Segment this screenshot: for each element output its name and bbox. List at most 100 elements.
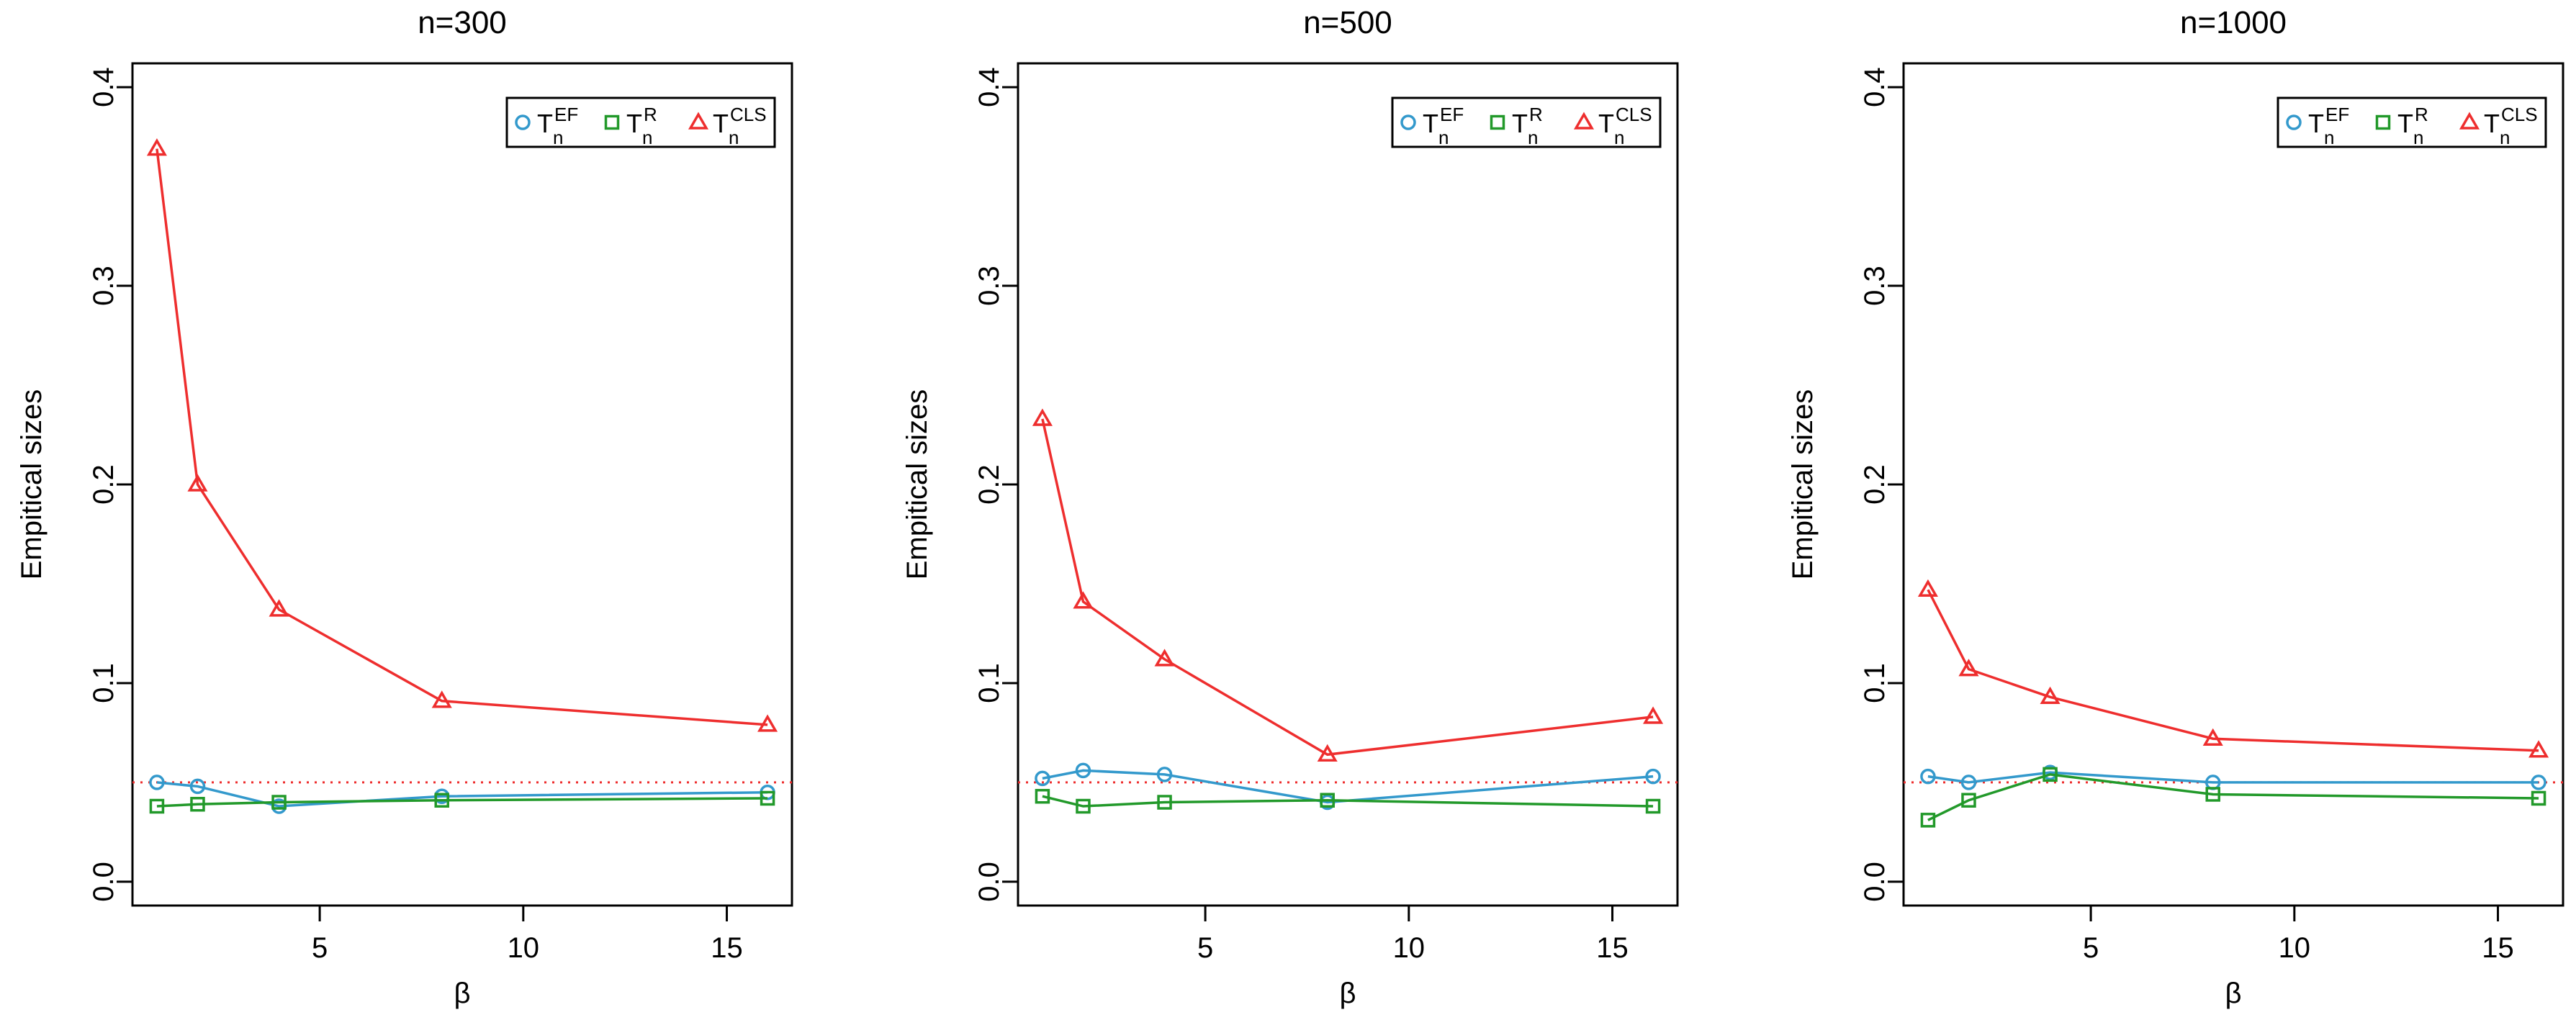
legend-superscript: CLS [730,104,767,125]
data-point-cls [146,138,167,156]
data-point-ef [1645,768,1661,785]
data-point-r [760,790,775,806]
data-point-r [149,798,165,814]
x-tick-label: 5 [1197,932,1213,964]
legend-superscript: R [2415,104,2428,125]
data-point-cls [1073,591,1094,609]
data-point-ef [1960,775,1977,790]
legend-superscript: R [644,104,657,125]
legend-box [505,96,776,148]
plot-frame [1017,62,1679,907]
y-tick-label: 0.4 [1859,67,1891,107]
data-point-cls [1958,659,1979,677]
legend-label: T [1598,109,1614,138]
x-tick-label: 10 [508,932,540,964]
legend-marker-ef [2286,114,2302,130]
data-point-ef [1920,768,1936,785]
legend-marker-cls [2459,112,2480,130]
legend-marker-r [2375,114,2391,130]
y-axis-label: Empitical sizes [1787,389,1819,580]
x-axis-label: β [1339,978,1356,1009]
chart-panel-1: n=500 5 10 15 β 0.0 0.1 0.2 0.3 0.4 Empitical size… [901,5,1679,1009]
legend-subscript: n [1438,127,1449,148]
y-tick-label: 0.1 [1859,663,1891,703]
y-tick-label: 0.2 [973,464,1005,505]
x-tick-label: 15 [2482,932,2514,964]
y-axis-label: Empitical sizes [901,389,933,580]
legend-subscript: n [1614,127,1624,148]
series-line-r [1042,795,1654,808]
y-tick-label: 0.1 [973,663,1005,703]
data-point-r [1035,788,1050,804]
data-point-cls [187,474,208,492]
data-point-cls [1643,706,1664,724]
legend-label: T [2397,109,2413,138]
legend-superscript: R [1529,104,1543,125]
x-tick-label: 5 [2083,932,2099,964]
data-point-r [1157,795,1172,810]
chart-panel-2: n=1000 5 10 15 β 0.0 0.1 0.2 0.3 0.4 Empitical siz… [1787,5,2564,1009]
data-point-cls [431,690,452,708]
y-tick-label: 0.0 [973,862,1005,902]
data-point-ef [1156,767,1173,782]
data-point-ef [149,775,165,790]
legend-subscript: n [2413,127,2423,148]
legend-label: T [2484,109,2500,138]
data-point-r [2043,767,2058,782]
y-tick-label: 0.4 [88,67,120,107]
data-point-r [1961,793,1976,808]
legend-marker-r [604,114,620,130]
legend-superscript: EF [2325,104,2349,125]
data-point-r [2531,790,2546,806]
series-line-ef [1042,769,1654,804]
data-point-ef [1075,762,1091,779]
y-tick-label: 0.0 [1859,862,1891,902]
data-point-ef [189,778,206,795]
legend-superscript: EF [1440,104,1464,125]
legend-marker-cls [688,112,709,130]
series-line-cls [156,148,768,726]
legend-subscript: n [1528,127,1538,148]
y-tick-label: 0.2 [88,464,120,505]
data-point-r [1320,793,1335,808]
x-axis-label: β [454,978,470,1009]
series-line-cls [1927,589,2539,752]
data-point-cls [269,599,289,617]
data-point-r [271,795,287,810]
legend-label: T [713,109,729,138]
legend-marker-ef [515,114,531,130]
data-point-cls [1154,649,1175,667]
plot-frame [131,62,793,907]
legend-subscript: n [553,127,563,148]
y-tick-label: 0.3 [88,266,120,306]
chart-title: n=300 [418,5,507,40]
legend-subscript: n [2324,127,2334,148]
series-line-ef [1927,771,2539,784]
legend-label: T [2308,109,2324,138]
series-line-cls [1041,418,1654,757]
x-tick-label: 10 [2279,932,2311,964]
x-tick-label: 10 [1393,932,1426,964]
data-point-cls [1317,744,1338,762]
data-point-cls [2202,728,2223,746]
data-point-ef [2531,775,2546,790]
data-point-r [2205,787,2220,802]
data-point-ef [1035,770,1050,787]
legend-subscript: n [729,127,739,148]
y-axis-label: Empitical sizes [16,389,48,580]
data-point-r [1645,798,1661,814]
legend-marker-r [1490,114,1505,130]
chart-panel-0: n=300 5 10 15 β 0.0 0.1 0.2 0.3 0.4 Empitical size… [16,5,793,1009]
legend-marker-ef [1400,114,1416,130]
legend-label: T [1423,109,1438,138]
data-point-cls [2528,740,2549,758]
series-line-r [156,797,768,808]
chart-title: n=1000 [2180,5,2287,40]
data-point-cls [1032,408,1053,426]
data-point-cls [757,714,778,732]
legend-marker-cls [1573,112,1595,130]
legend-box [2276,96,2547,148]
